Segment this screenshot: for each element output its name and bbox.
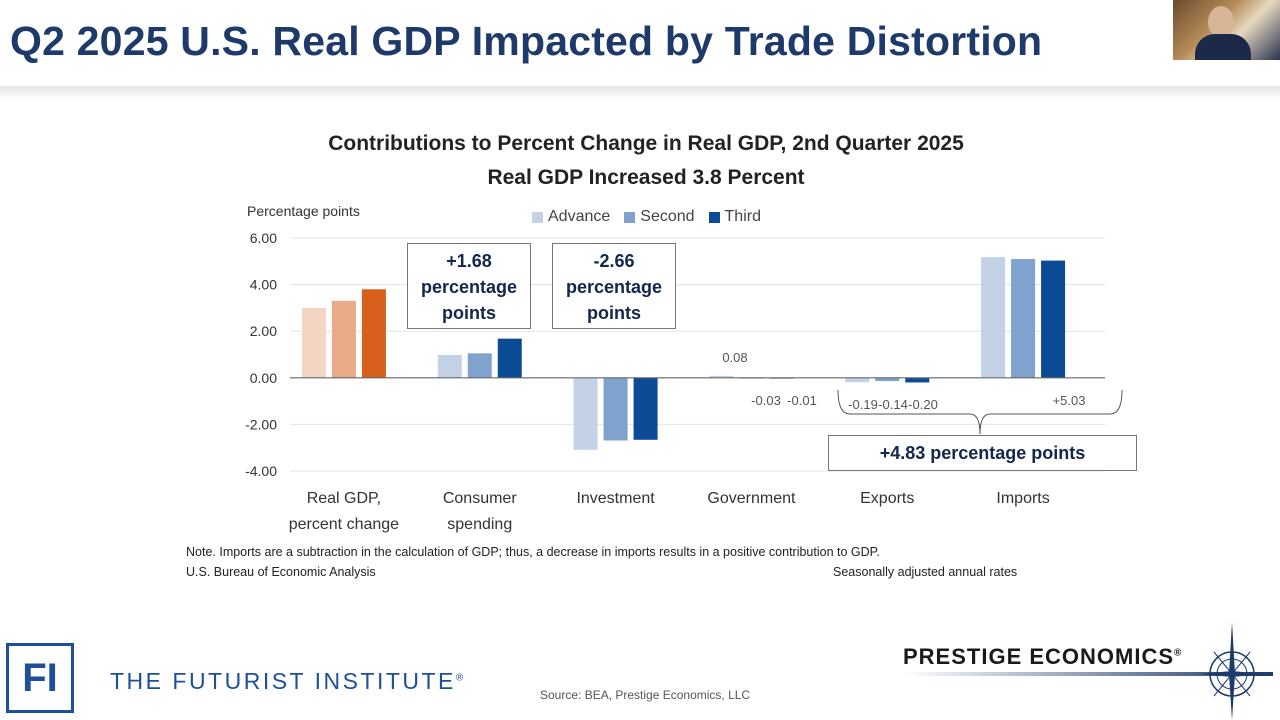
data-label: 0.08 xyxy=(722,350,747,365)
slide-header: Q2 2025 U.S. Real GDP Impacted by Trade … xyxy=(0,0,1280,86)
bar-second xyxy=(331,300,356,378)
y-tick-label: 0.00 xyxy=(250,370,277,386)
category-label: Investment xyxy=(576,490,655,507)
bar-advance xyxy=(845,377,870,383)
prestige-economics-logo: PRESTIGE ECONOMICS® xyxy=(903,644,1183,669)
chart-title: Contributions to Percent Change in Real … xyxy=(328,132,964,155)
y-tick-label: 2.00 xyxy=(250,323,277,339)
bar-second xyxy=(1011,258,1036,378)
bar-second xyxy=(467,353,492,378)
futurist-institute-logo: FI xyxy=(6,643,74,713)
chart-legend: Advance Second Third xyxy=(532,208,761,226)
data-label: -0.14 xyxy=(878,397,908,412)
bar-third xyxy=(361,289,386,378)
category-label: spending xyxy=(447,516,512,533)
prestige-logo-line xyxy=(903,672,1273,676)
category-label: Real GDP, xyxy=(307,490,381,507)
source-text: Source: BEA, Prestige Economics, LLC xyxy=(540,688,751,702)
trade-bracket xyxy=(837,389,1123,435)
legend-third: Third xyxy=(708,208,761,226)
bar-advance xyxy=(301,307,326,378)
bar-third xyxy=(905,377,930,383)
category-label: Government xyxy=(707,490,796,507)
category-label: Exports xyxy=(860,490,914,507)
legend-second: Second xyxy=(624,208,695,226)
chart-subtitle: Real GDP Increased 3.8 Percent xyxy=(487,166,805,189)
consumer-annotation: +1.68 percentage points xyxy=(407,243,531,329)
slide-title: Q2 2025 U.S. Real GDP Impacted by Trade … xyxy=(10,18,1043,64)
trade-annotation: +4.83 percentage points xyxy=(828,435,1137,471)
header-divider xyxy=(0,86,1280,100)
data-label: -0.03 xyxy=(751,393,781,408)
compass-star-icon xyxy=(1200,622,1264,720)
y-axis-label: Percentage points xyxy=(247,203,360,219)
futurist-institute-name: THE FUTURIST INSTITUTE® xyxy=(110,668,466,694)
y-tick-label: 4.00 xyxy=(250,277,277,293)
bar-advance xyxy=(573,377,598,450)
data-label: +5.03 xyxy=(1053,393,1086,408)
data-label: -0.20 xyxy=(908,397,938,412)
chart-agency: U.S. Bureau of Economic Analysis xyxy=(186,565,376,579)
category-label: percent change xyxy=(289,516,399,533)
bar-third xyxy=(1041,260,1066,378)
bar-advance xyxy=(709,375,734,378)
y-tick-label: 6.00 xyxy=(250,230,277,246)
chart-rates: Seasonally adjusted annual rates xyxy=(833,565,1018,579)
bar-second xyxy=(603,377,628,441)
investment-annotation: -2.66 percentage points xyxy=(552,243,676,329)
bar-advance xyxy=(437,354,462,378)
legend-advance: Advance xyxy=(532,208,610,226)
bar-advance xyxy=(981,257,1006,378)
bar-third xyxy=(633,377,658,440)
chart-note: Note. Imports are a subtraction in the c… xyxy=(186,545,880,559)
presenter-webcam xyxy=(1173,0,1280,60)
category-label: Consumer xyxy=(443,490,517,507)
y-tick-label: -2.00 xyxy=(245,416,277,432)
y-tick-label: -4.00 xyxy=(245,463,277,479)
data-label: -0.19 xyxy=(848,397,878,412)
bar-second xyxy=(875,377,900,382)
data-label: -0.01 xyxy=(787,393,817,408)
bar-third xyxy=(497,338,522,378)
category-label: Imports xyxy=(996,490,1049,507)
